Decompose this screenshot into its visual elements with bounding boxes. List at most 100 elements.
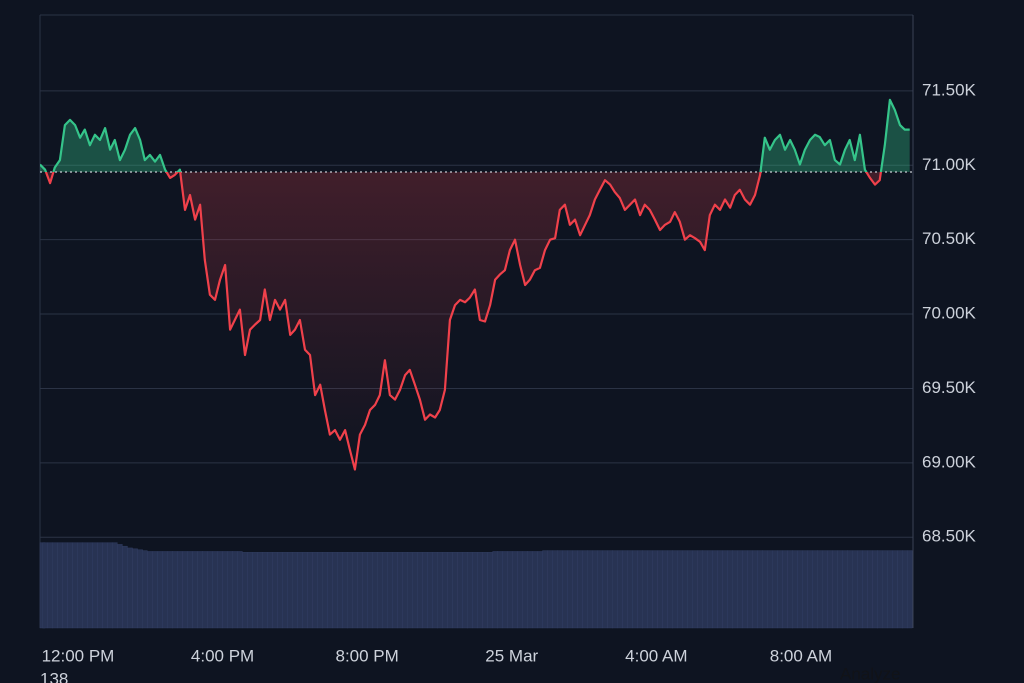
- volume-bar: [867, 550, 873, 629]
- volume-bar: [92, 542, 98, 629]
- volume-bar: [347, 552, 353, 629]
- volume-bar: [517, 551, 523, 629]
- volume-bar: [712, 550, 718, 629]
- volume-bar: [622, 550, 628, 629]
- volume-bar: [537, 551, 543, 629]
- volume-bar: [582, 550, 588, 629]
- y-tick-label: 69.00K: [922, 452, 977, 471]
- volume-bar: [522, 551, 528, 629]
- volume-bar: [647, 550, 653, 629]
- volume-bar: [342, 552, 348, 629]
- volume-bar: [337, 552, 343, 629]
- volume-bar: [62, 542, 68, 629]
- volume-bar: [247, 552, 253, 629]
- volume-bar: [122, 545, 128, 629]
- volume-bar: [112, 542, 118, 629]
- volume-bar: [862, 550, 868, 629]
- volume-bar: [837, 550, 843, 629]
- volume-bar: [732, 550, 738, 629]
- volume-bar: [447, 552, 453, 629]
- volume-bar: [222, 551, 228, 629]
- volume-bar: [697, 550, 703, 629]
- volume-bar: [677, 550, 683, 629]
- volume-bar: [612, 550, 618, 629]
- volume-bar: [382, 552, 388, 629]
- volume-bar: [257, 552, 263, 629]
- volume-bar: [852, 550, 858, 629]
- volume-bar: [377, 552, 383, 629]
- volume-bar: [722, 550, 728, 629]
- volume-bar: [132, 548, 138, 629]
- volume-bar: [572, 550, 578, 629]
- volume-bar: [392, 552, 398, 629]
- volume-bar: [627, 550, 633, 629]
- volume-bar: [237, 551, 243, 629]
- volume-bar: [157, 551, 163, 629]
- volume-bar: [617, 550, 623, 629]
- volume-bar: [492, 551, 498, 629]
- volume-bar: [667, 550, 673, 629]
- volume-bar: [807, 550, 813, 629]
- volume-bar: [907, 550, 913, 629]
- volume-bar: [737, 550, 743, 629]
- volume-bar: [332, 552, 338, 629]
- volume-bar: [857, 550, 863, 629]
- volume-bar: [212, 551, 218, 629]
- volume-bar: [547, 550, 553, 629]
- volume-bar: [82, 542, 88, 629]
- volume-bar: [142, 550, 148, 629]
- volume-bar: [387, 552, 393, 629]
- volume-bar: [42, 542, 48, 629]
- volume-bar: [312, 552, 318, 629]
- volume-bar: [127, 547, 133, 629]
- volume-bar: [117, 544, 123, 629]
- volume-bar: [567, 550, 573, 629]
- volume-bar: [772, 550, 778, 629]
- y-tick-label: 70.50K: [922, 229, 977, 248]
- volume-bar: [152, 551, 158, 629]
- volume-bar: [267, 552, 273, 629]
- y-tick-label: 71.50K: [922, 80, 977, 99]
- area-below: [40, 171, 910, 470]
- volume-bar: [162, 551, 168, 629]
- volume-bar: [682, 550, 688, 629]
- volume-bar: [542, 550, 548, 629]
- volume-bar: [702, 550, 708, 629]
- volume-bar: [527, 551, 533, 629]
- volume-bar: [242, 552, 248, 629]
- volume-bar: [172, 551, 178, 629]
- volume-bar: [672, 550, 678, 629]
- volume-bar: [802, 550, 808, 629]
- volume-bar: [432, 552, 438, 629]
- volume-bar: [587, 550, 593, 629]
- x-tick-label: 4:00 AM: [625, 646, 687, 665]
- volume-bar: [427, 552, 433, 629]
- volume-bar: [97, 542, 103, 629]
- footer-left: 138: [40, 669, 68, 683]
- volume-bar: [317, 552, 323, 629]
- volume-bar: [422, 552, 428, 629]
- volume-bar: [497, 551, 503, 629]
- volume-bar: [72, 542, 78, 629]
- volume-bar: [207, 551, 213, 629]
- volume-bar: [562, 550, 568, 629]
- volume-bar: [692, 550, 698, 629]
- volume-bar: [362, 552, 368, 629]
- volume-bar: [727, 550, 733, 629]
- volume-bar: [532, 551, 538, 629]
- volume-bar: [512, 551, 518, 629]
- volume-bar: [747, 550, 753, 629]
- volume-bar: [302, 552, 308, 629]
- volume-bar: [842, 550, 848, 629]
- volume-bar: [287, 552, 293, 629]
- volume-bar: [637, 550, 643, 629]
- volume-bar: [87, 542, 93, 629]
- volume-bar: [297, 552, 303, 629]
- volume-bar: [457, 552, 463, 629]
- volume-bar: [52, 542, 58, 629]
- volume-bar: [742, 550, 748, 629]
- volume-bar: [102, 542, 108, 629]
- volume-bar: [77, 542, 83, 629]
- volume-bar: [752, 550, 758, 629]
